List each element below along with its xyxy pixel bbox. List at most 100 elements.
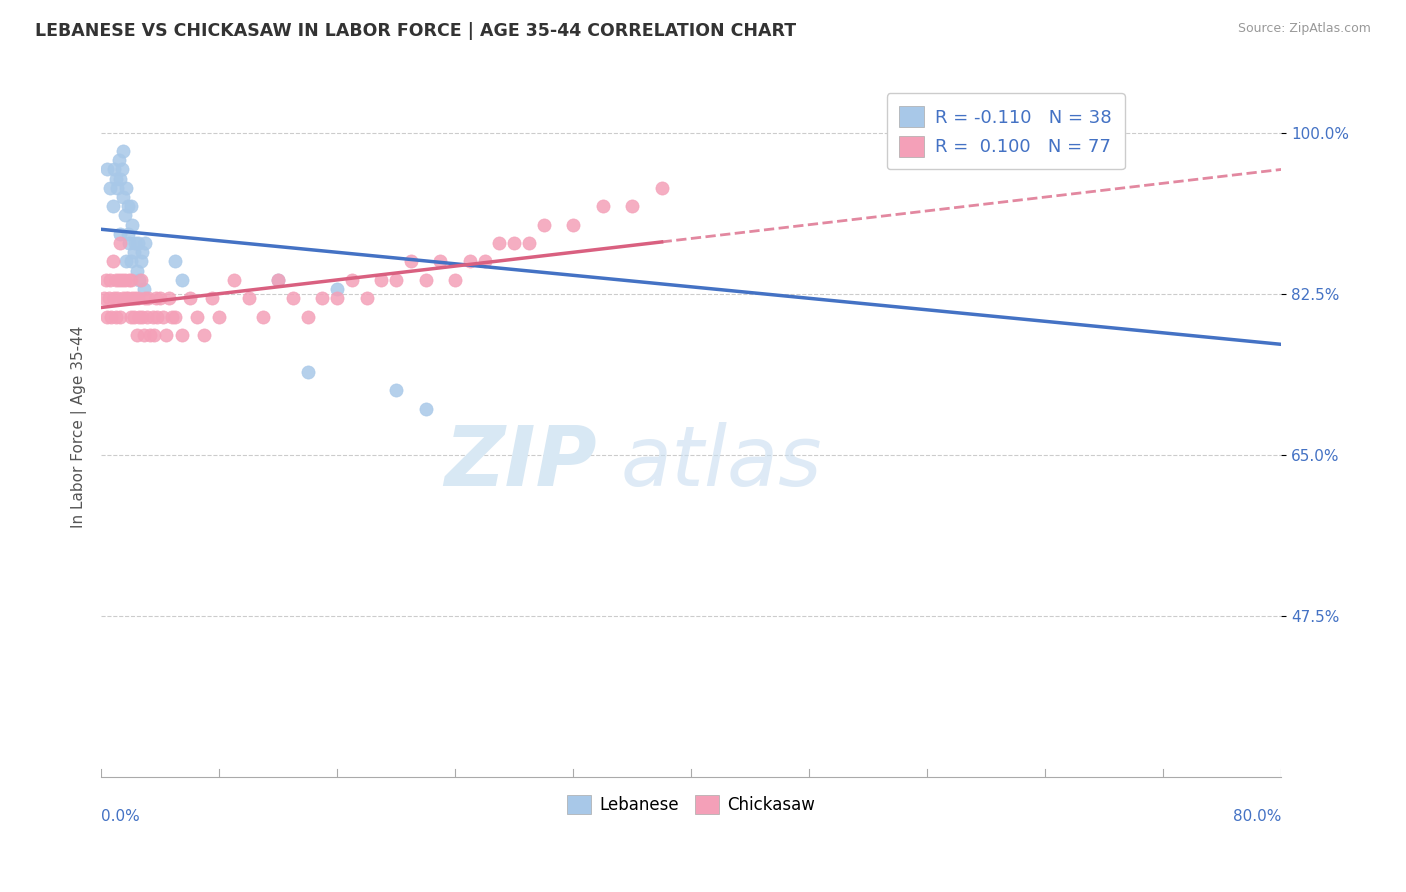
- Point: [115, 254, 138, 268]
- Point: [145, 291, 167, 305]
- Point: [110, 310, 132, 324]
- Point: [104, 273, 127, 287]
- Point: [117, 227, 139, 241]
- Point: [135, 310, 157, 324]
- Point: [120, 310, 142, 324]
- Point: [267, 273, 290, 287]
- Point: [110, 171, 132, 186]
- Point: [458, 254, 481, 268]
- Legend: Lebanese, Chickasaw: Lebanese, Chickasaw: [561, 789, 821, 821]
- Point: [118, 236, 141, 251]
- Point: [101, 199, 124, 213]
- Y-axis label: In Labor Force | Age 35-44: In Labor Force | Age 35-44: [72, 326, 87, 528]
- Text: Source: ZipAtlas.com: Source: ZipAtlas.com: [1237, 22, 1371, 36]
- Point: [201, 291, 224, 305]
- Point: [326, 282, 349, 296]
- Point: [592, 199, 614, 213]
- Point: [115, 291, 138, 305]
- Point: [104, 310, 127, 324]
- Point: [125, 328, 148, 343]
- Point: [503, 236, 526, 251]
- Point: [131, 245, 153, 260]
- Point: [131, 310, 153, 324]
- Point: [98, 181, 121, 195]
- Point: [385, 273, 408, 287]
- Point: [103, 162, 125, 177]
- Point: [311, 291, 333, 305]
- Point: [429, 254, 451, 268]
- Point: [415, 273, 437, 287]
- Text: 0.0%: 0.0%: [101, 809, 139, 824]
- Point: [118, 273, 141, 287]
- Point: [117, 291, 139, 305]
- Point: [533, 218, 555, 232]
- Point: [112, 291, 135, 305]
- Point: [136, 291, 159, 305]
- Point: [157, 291, 180, 305]
- Point: [101, 254, 124, 268]
- Point: [186, 310, 208, 324]
- Point: [179, 291, 201, 305]
- Point: [121, 218, 143, 232]
- Point: [112, 190, 135, 204]
- Point: [98, 273, 121, 287]
- Text: 80.0%: 80.0%: [1233, 809, 1281, 824]
- Point: [93, 291, 115, 305]
- Point: [208, 310, 231, 324]
- Point: [115, 181, 138, 195]
- Point: [160, 310, 183, 324]
- Point: [120, 254, 142, 268]
- Point: [297, 310, 319, 324]
- Point: [444, 273, 467, 287]
- Point: [370, 273, 392, 287]
- Point: [134, 291, 156, 305]
- Point: [134, 236, 156, 251]
- Point: [108, 273, 131, 287]
- Point: [238, 291, 260, 305]
- Point: [125, 263, 148, 277]
- Point: [122, 310, 145, 324]
- Point: [326, 291, 349, 305]
- Point: [127, 236, 149, 251]
- Point: [146, 310, 169, 324]
- Point: [110, 227, 132, 241]
- Point: [281, 291, 304, 305]
- Point: [96, 310, 118, 324]
- Point: [356, 291, 378, 305]
- Point: [163, 254, 186, 268]
- Point: [163, 310, 186, 324]
- Point: [340, 273, 363, 287]
- Point: [124, 291, 146, 305]
- Text: ZIP: ZIP: [444, 422, 596, 502]
- Point: [129, 273, 152, 287]
- Point: [97, 291, 120, 305]
- Point: [111, 162, 134, 177]
- Point: [621, 199, 644, 213]
- Point: [385, 384, 408, 398]
- Text: atlas: atlas: [620, 422, 823, 502]
- Point: [651, 181, 673, 195]
- Point: [562, 218, 585, 232]
- Point: [252, 310, 274, 324]
- Point: [94, 273, 117, 287]
- Point: [129, 254, 152, 268]
- Point: [120, 273, 142, 287]
- Point: [120, 199, 142, 213]
- Point: [128, 273, 150, 287]
- Point: [517, 236, 540, 251]
- Point: [415, 401, 437, 416]
- Point: [139, 328, 162, 343]
- Point: [105, 291, 128, 305]
- Point: [110, 236, 132, 251]
- Point: [267, 273, 290, 287]
- Point: [172, 328, 194, 343]
- Point: [474, 254, 496, 268]
- Point: [132, 282, 155, 296]
- Point: [488, 236, 510, 251]
- Point: [172, 273, 194, 287]
- Point: [155, 328, 177, 343]
- Point: [149, 291, 172, 305]
- Point: [114, 209, 136, 223]
- Point: [121, 291, 143, 305]
- Point: [103, 291, 125, 305]
